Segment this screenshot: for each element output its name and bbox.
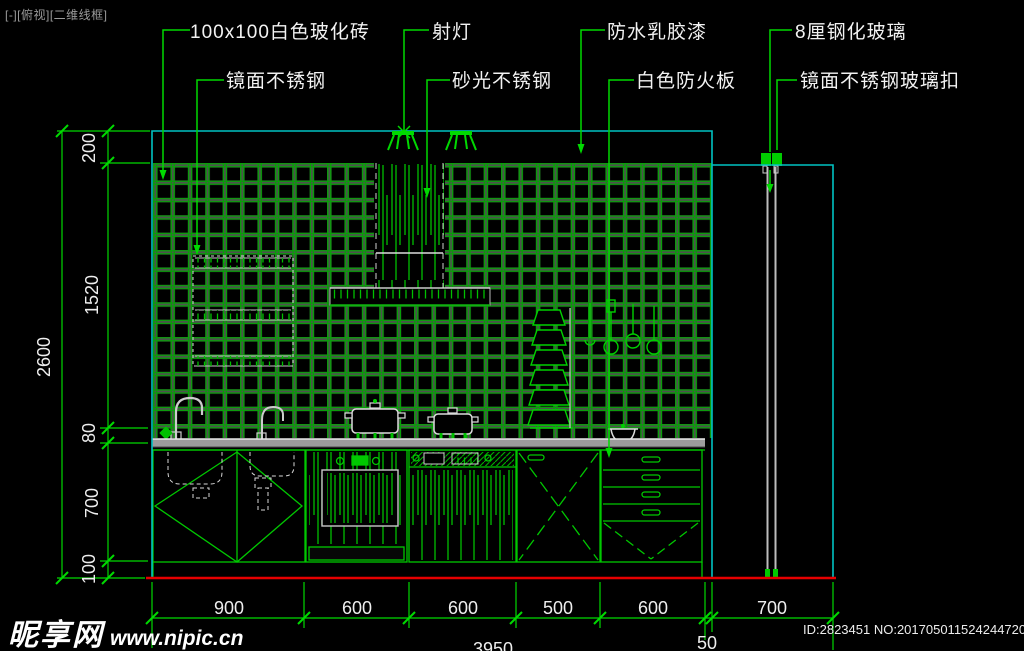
dim-bottom-600c: 600	[637, 598, 669, 618]
dim-bottom-600a: 600	[341, 598, 373, 618]
dim-bottom-600b: 600	[447, 598, 479, 618]
spotlight-icon	[387, 125, 419, 151]
stacked-bowls	[527, 308, 573, 429]
dim-bottom-700: 700	[756, 598, 788, 618]
callout-spotlight: 射灯	[432, 22, 473, 43]
sink-cabinet	[152, 449, 306, 563]
callout-leaders	[159, 29, 797, 458]
spotlight-symbols	[387, 125, 477, 151]
dim-left-1520: 1520	[82, 274, 102, 316]
base-cabinets	[152, 449, 703, 577]
dim-left-700: 700	[82, 487, 102, 519]
dim-left-total: 2600	[34, 336, 54, 378]
oven-cabinet	[305, 449, 408, 563]
range-hood-duct	[374, 163, 445, 289]
dim-left-200: 200	[79, 132, 99, 164]
callout-tempered-glass: 8厘钢化玻璃	[795, 22, 907, 43]
wall-shelf-unit	[192, 255, 294, 367]
dim-bottom-500: 500	[542, 598, 574, 618]
watermark-id: ID:2823451 NO:20170501152424472000	[803, 622, 1024, 637]
viewport-label: [-][俯视][二维线框]	[5, 8, 108, 22]
watermark-site-url: www.nipic.cn	[110, 627, 244, 650]
watermark: 昵享网 www.nipic.cn	[8, 610, 243, 651]
watermark-site-name: 昵享网	[8, 619, 104, 651]
dim-bottom-gap: 50	[696, 633, 718, 651]
drawer-cabinet	[600, 449, 703, 563]
dimension-lines	[55, 124, 840, 650]
dim-left-100: 100	[79, 553, 99, 585]
dim-bottom-total: 3950	[472, 639, 514, 651]
callout-tile: 100x100白色玻化砖	[190, 22, 370, 43]
callout-brushed-steel: 砂光不锈钢	[452, 71, 553, 92]
range-hood-body	[329, 287, 491, 306]
utility-cabinet	[408, 449, 517, 563]
callout-glass-clip: 镜面不锈钢玻璃扣	[800, 71, 961, 92]
dim-left-80: 80	[79, 422, 99, 444]
callout-mirror-steel: 镜面不锈钢	[226, 71, 327, 92]
callout-fireproof-board: 白色防火板	[636, 71, 737, 92]
callout-latex-paint: 防水乳胶漆	[607, 22, 708, 43]
hanging-utensils	[584, 299, 662, 355]
pot-large	[344, 399, 407, 441]
glass-partition	[761, 153, 782, 579]
countertop	[152, 438, 705, 451]
spotlight-icon	[445, 131, 477, 151]
room-outline	[151, 130, 834, 578]
dim-bottom-900: 900	[213, 598, 245, 618]
door-cabinet	[516, 449, 601, 563]
